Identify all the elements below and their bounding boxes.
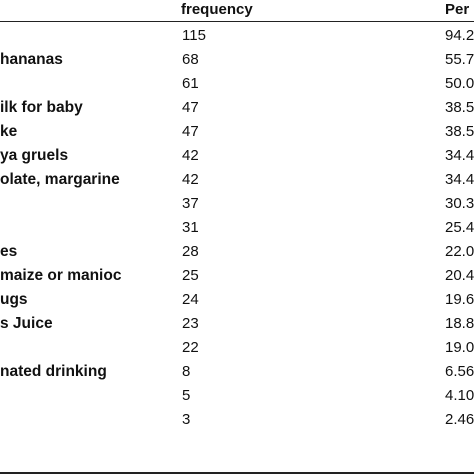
row-item-label: ke — [0, 123, 18, 140]
table-row: 5 4.10 — [0, 384, 474, 408]
table-row: maize or manioc 25 20.4 — [0, 264, 474, 288]
table-row: 31 25.4 — [0, 216, 474, 240]
row-item-label: nated drinking — [0, 363, 107, 380]
row-percentage-value: 19.6 — [445, 291, 474, 308]
table-row: 115 94.2 — [0, 24, 474, 48]
row-frequency-value: 5 — [182, 387, 191, 404]
table-row: 3 2.46 — [0, 408, 474, 432]
bottom-rule — [0, 472, 474, 474]
row-frequency-value: 3 — [182, 411, 191, 428]
row-frequency-value: 42 — [182, 147, 199, 164]
row-frequency-value: 47 — [182, 99, 199, 116]
table-row: hananas 68 55.7 — [0, 48, 474, 72]
table-row: ya gruels 42 34.4 — [0, 144, 474, 168]
row-percentage-value: 38.5 — [445, 123, 474, 140]
row-frequency-value: 37 — [182, 195, 199, 212]
row-percentage-value: 25.4 — [445, 219, 474, 236]
row-percentage-value: 34.4 — [445, 171, 474, 188]
row-frequency-value: 61 — [182, 75, 199, 92]
row-item-label: es — [0, 243, 18, 260]
table-row: 22 19.0 — [0, 336, 474, 360]
table-row: nated drinking 8 6.56 — [0, 360, 474, 384]
row-item-label: ya gruels — [0, 147, 69, 164]
row-frequency-value: 25 — [182, 267, 199, 284]
row-item-label: hananas — [0, 51, 63, 68]
row-percentage-value: 6.56 — [445, 363, 474, 380]
table-row: s Juice 23 18.8 — [0, 312, 474, 336]
table-row: 61 50.0 — [0, 72, 474, 96]
row-item-label: ugs — [0, 291, 28, 308]
row-frequency-value: 31 — [182, 219, 199, 236]
row-frequency-value: 68 — [182, 51, 199, 68]
table-row: ugs 24 19.6 — [0, 288, 474, 312]
table-row: 37 30.3 — [0, 192, 474, 216]
row-item-label: s Juice — [0, 315, 53, 332]
row-frequency-value: 47 — [182, 123, 199, 140]
row-frequency-value: 23 — [182, 315, 199, 332]
table-row: olate, margarine 42 34.4 — [0, 168, 474, 192]
table-row: es 28 22.0 — [0, 240, 474, 264]
row-percentage-value: 22.0 — [445, 243, 474, 260]
row-frequency-value: 28 — [182, 243, 199, 260]
row-percentage-value: 20.4 — [445, 267, 474, 284]
row-percentage-value: 18.8 — [445, 315, 474, 332]
table-row: ke 47 38.5 — [0, 120, 474, 144]
row-frequency-value: 115 — [182, 27, 206, 44]
row-frequency-value: 42 — [182, 171, 199, 188]
row-percentage-value: 38.5 — [445, 99, 474, 116]
row-item-label: olate, margarine — [0, 171, 120, 188]
row-frequency-value: 24 — [182, 291, 199, 308]
row-percentage-value: 2.46 — [445, 411, 474, 428]
row-item-label: maize or manioc — [0, 267, 122, 284]
row-item-label: ilk for baby — [0, 99, 83, 116]
row-percentage-value: 94.2 — [445, 27, 474, 44]
row-percentage-value: 55.7 — [445, 51, 474, 68]
header-rule — [0, 21, 474, 22]
row-frequency-value: 8 — [182, 363, 191, 380]
row-percentage-value: 4.10 — [445, 387, 474, 404]
percentage-column-header: Per — [445, 1, 470, 18]
table-row: ilk for baby 47 38.5 — [0, 96, 474, 120]
row-frequency-value: 22 — [182, 339, 199, 356]
row-percentage-value: 19.0 — [445, 339, 474, 356]
row-percentage-value: 30.3 — [445, 195, 474, 212]
row-percentage-value: 34.4 — [445, 147, 474, 164]
row-percentage-value: 50.0 — [445, 75, 474, 92]
frequency-column-header: frequency — [181, 1, 253, 18]
